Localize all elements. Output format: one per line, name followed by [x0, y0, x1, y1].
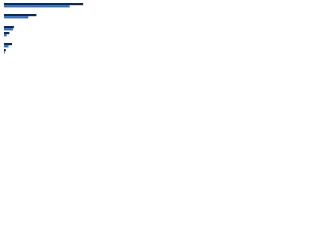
bar — [4, 32, 10, 35]
bar — [4, 3, 84, 6]
bar — [4, 26, 14, 29]
bar — [4, 43, 13, 46]
page: {"chart_data": {"type": "bar", "orientat… — [0, 0, 100, 71]
bar — [4, 49, 6, 52]
bar — [4, 51, 5, 54]
bar — [4, 5, 70, 8]
bar — [4, 28, 13, 31]
bar — [4, 14, 37, 17]
chart — [4, 3, 84, 54]
bar — [4, 16, 29, 19]
bar — [4, 45, 9, 48]
bar — [4, 34, 7, 37]
